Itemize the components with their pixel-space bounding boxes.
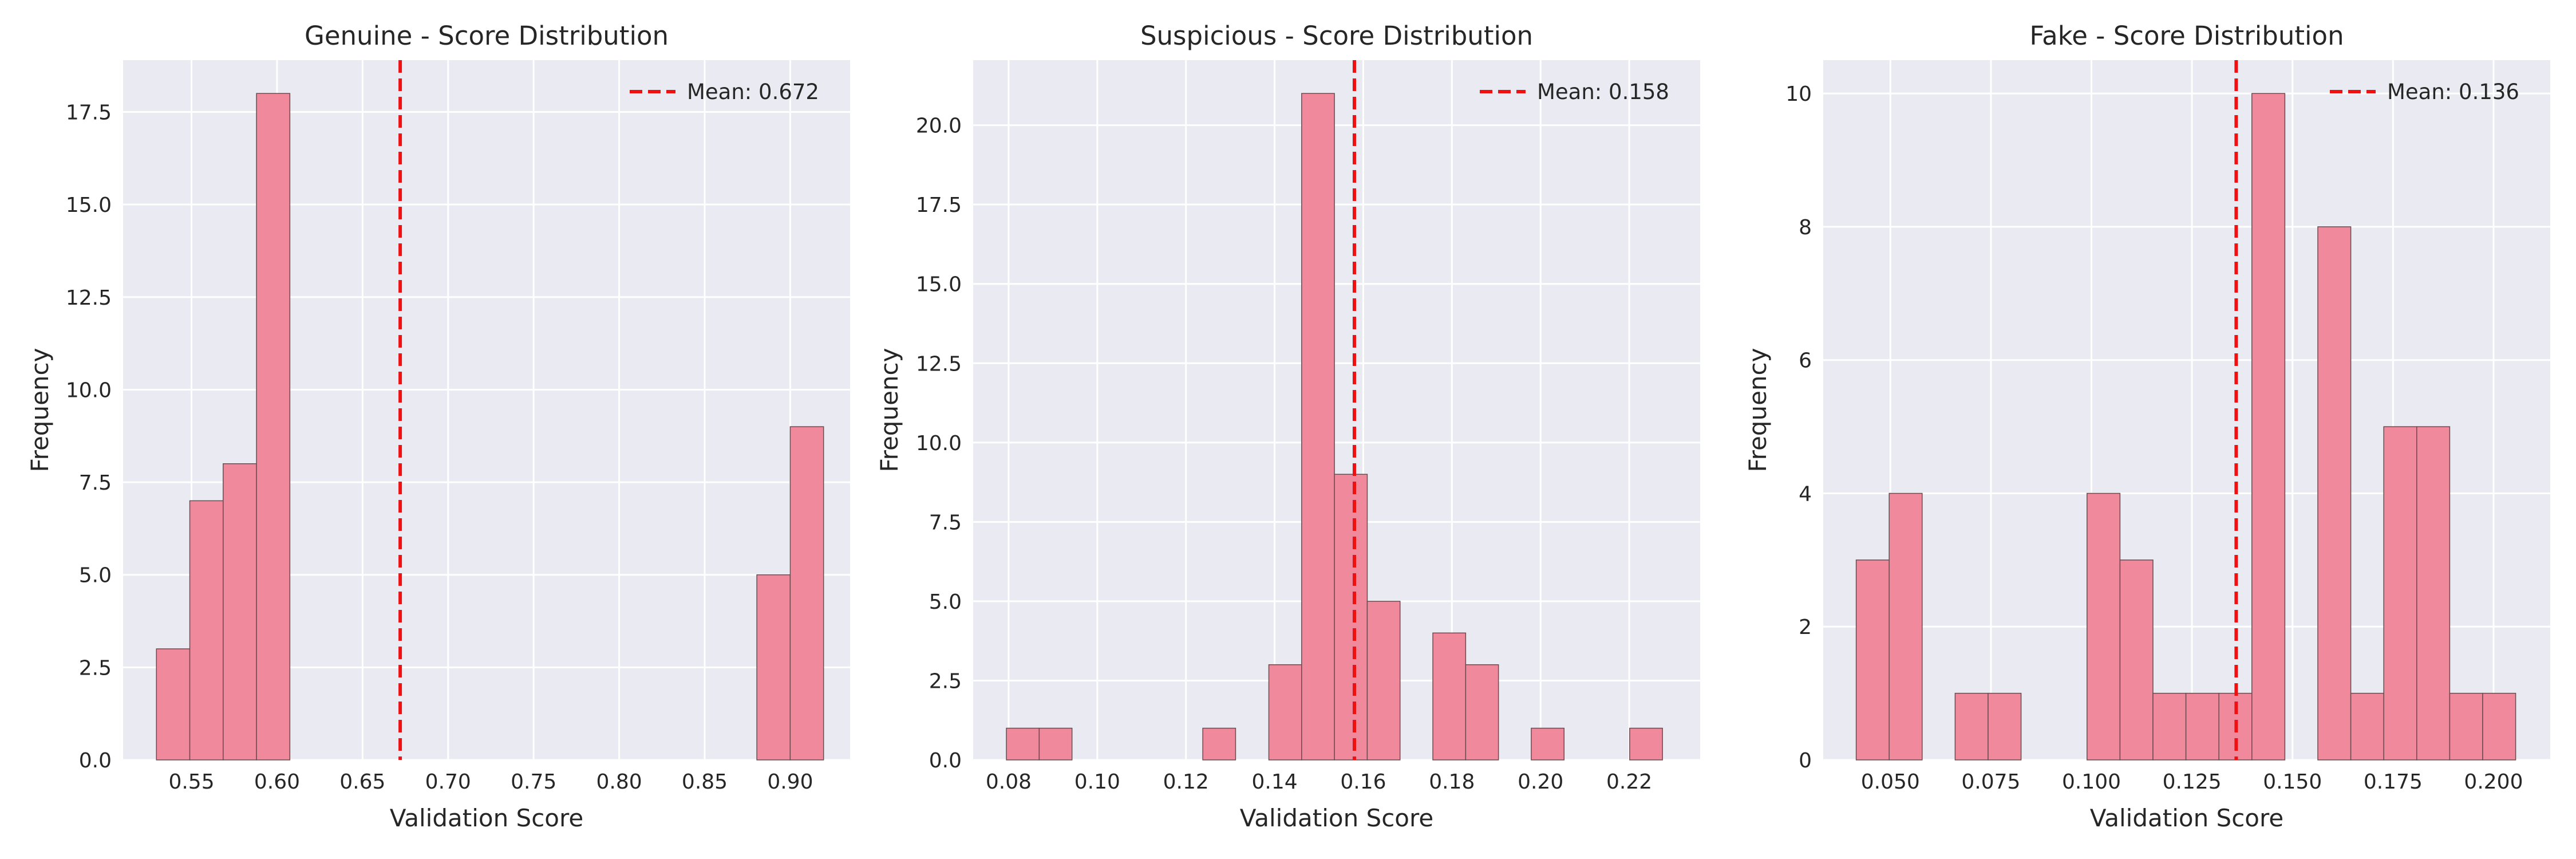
genuine-histogram-bar [189, 500, 224, 761]
fake-histogram-bar [2383, 426, 2417, 761]
fake-histogram-bar [2119, 559, 2154, 761]
genuine-x-tick-label: 0.60 [254, 770, 300, 794]
fake-histogram-bar [2152, 692, 2187, 761]
fake-histogram-bar [2416, 426, 2451, 761]
genuine-y-axis-label: Frequency [26, 348, 54, 472]
genuine-legend-label: Mean: 0.672 [687, 80, 819, 104]
fake-histogram-bar [2087, 492, 2121, 761]
genuine-histogram-bar [256, 93, 291, 761]
fake-histogram-bar [1855, 559, 1890, 761]
genuine-y-tick-label: 10.0 [66, 379, 112, 402]
fake-histogram-bar [2449, 692, 2483, 761]
suspicious-x-tick-label: 0.10 [1074, 770, 1120, 794]
suspicious-y-tick-label: 12.5 [916, 352, 962, 376]
fake-histogram-panel: 0.050 0.075 0.100 0.125 0.150 0.175 0.200 0 2 4 6 8… [1744, 21, 2550, 832]
genuine-legend: Mean: 0.672 [630, 80, 819, 104]
fake-x-axis-label: Validation Score [2090, 804, 2283, 832]
suspicious-panel-title: Suspicious - Score Distribution [1140, 21, 1533, 51]
suspicious-histogram-bar [1268, 664, 1302, 761]
fake-x-tick-label: 0.050 [1861, 770, 1920, 794]
fake-legend-label: Mean: 0.136 [2387, 80, 2519, 104]
suspicious-x-axis-label: Validation Score [1240, 804, 1433, 832]
genuine-x-tick-label: 0.75 [511, 770, 556, 794]
fake-histogram-bar [1988, 692, 2022, 761]
suspicious-histogram-bar [1301, 93, 1335, 761]
suspicious-histogram-bar [1006, 727, 1040, 761]
genuine-x-tick-label: 0.80 [596, 770, 642, 794]
fake-y-tick-label: 8 [1799, 216, 1812, 239]
genuine-y-tick-label: 7.5 [79, 471, 112, 495]
suspicious-x-tick-label: 0.16 [1340, 770, 1386, 794]
genuine-histogram-bar [156, 648, 191, 761]
genuine-y-tick-label: 2.5 [79, 656, 112, 680]
fake-histogram-bar [2317, 226, 2352, 761]
genuine-panel-title: Genuine - Score Distribution [305, 21, 669, 51]
suspicious-histogram-bar [1038, 727, 1073, 761]
suspicious-histogram-bar [1629, 727, 1663, 761]
genuine-x-tick-label: 0.55 [168, 770, 214, 794]
genuine-histogram-panel: 0.55 0.60 0.65 0.70 0.75 0.80 0.85 0.90 0.0 2.5 5.… [26, 21, 850, 832]
fake-y-tick-label: 2 [1799, 616, 1812, 639]
suspicious-y-tick-label: 2.5 [929, 669, 962, 693]
fake-y-tick-label: 6 [1799, 349, 1812, 373]
fake-histogram-bar [1888, 492, 1923, 761]
suspicious-x-tick-label: 0.08 [986, 770, 1032, 794]
fake-histogram-bar [2251, 93, 2286, 761]
genuine-x-tick-label: 0.70 [425, 770, 471, 794]
fake-y-axis-label: Frequency [1744, 348, 1772, 472]
genuine-histogram-bar [223, 463, 257, 761]
suspicious-legend-label: Mean: 0.158 [1537, 80, 1669, 104]
genuine-y-tick-label: 5.0 [79, 564, 112, 588]
suspicious-histogram-bar [1366, 601, 1401, 761]
fake-y-tick-label: 4 [1799, 482, 1812, 506]
genuine-histogram-bar [756, 574, 791, 761]
suspicious-histogram-bar [1531, 727, 1565, 761]
suspicious-x-tick-label: 0.22 [1606, 770, 1652, 794]
genuine-histogram-bar [789, 426, 824, 761]
fake-panel-title: Fake - Score Distribution [2029, 21, 2344, 51]
fake-x-tick-label: 0.150 [2263, 770, 2322, 794]
suspicious-y-tick-label: 10.0 [916, 432, 962, 455]
genuine-x-tick-label: 0.90 [767, 770, 813, 794]
suspicious-x-tick-label: 0.12 [1163, 770, 1209, 794]
suspicious-histogram-bar [1432, 632, 1467, 761]
fake-x-tick-label: 0.100 [2062, 770, 2121, 794]
fake-histogram-bar [1954, 692, 1989, 761]
genuine-y-tick-label: 15.0 [66, 194, 112, 217]
genuine-y-tick-label: 17.5 [66, 101, 112, 125]
suspicious-y-tick-label: 17.5 [916, 194, 962, 217]
fake-histogram-bar [2350, 692, 2384, 761]
fake-y-tick-label: 0 [1799, 749, 1812, 773]
genuine-y-tick-label: 0.0 [79, 749, 112, 773]
fake-y-tick-label: 10 [1785, 82, 1812, 106]
fake-x-tick-label: 0.175 [2364, 770, 2423, 794]
suspicious-y-tick-label: 5.0 [929, 590, 962, 614]
suspicious-y-tick-label: 0.0 [929, 749, 962, 773]
genuine-x-tick-label: 0.65 [339, 770, 385, 794]
fake-histogram-bar [2482, 692, 2516, 761]
suspicious-y-tick-label: 7.5 [929, 511, 962, 534]
genuine-x-axis-label: Validation Score [390, 804, 583, 832]
genuine-x-tick-label: 0.85 [682, 770, 728, 794]
fake-x-tick-label: 0.075 [1961, 770, 2020, 794]
suspicious-x-tick-label: 0.14 [1252, 770, 1298, 794]
fake-histogram-bar [2185, 692, 2219, 761]
suspicious-x-tick-label: 0.20 [1518, 770, 1563, 794]
suspicious-histogram-panel: 0.08 0.10 0.12 0.14 0.16 0.18 0.20 0.22 0.0 2.5 5.… [875, 21, 1700, 832]
suspicious-histogram-bar [1202, 727, 1236, 761]
fake-legend: Mean: 0.136 [2330, 80, 2519, 104]
suspicious-histogram-bar [1465, 664, 1499, 761]
suspicious-y-axis-label: Frequency [875, 348, 903, 472]
suspicious-x-tick-label: 0.18 [1429, 770, 1475, 794]
suspicious-y-tick-label: 15.0 [916, 273, 962, 297]
suspicious-y-tick-label: 20.0 [916, 115, 962, 138]
genuine-y-tick-label: 12.5 [66, 286, 112, 310]
fake-x-tick-label: 0.125 [2163, 770, 2222, 794]
suspicious-histogram-bar [1334, 474, 1368, 761]
fake-x-tick-label: 0.200 [2464, 770, 2523, 794]
suspicious-legend: Mean: 0.158 [1480, 80, 1669, 104]
